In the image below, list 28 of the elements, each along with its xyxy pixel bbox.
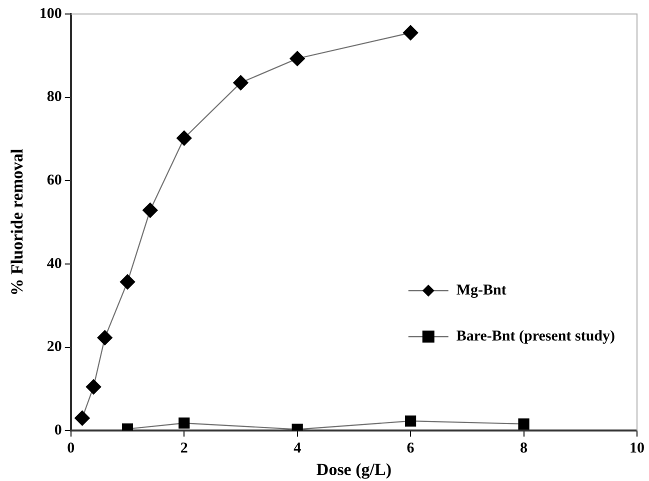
- x-tick-label: 10: [630, 440, 644, 456]
- point: [518, 418, 530, 430]
- point: [176, 130, 192, 146]
- point: [86, 379, 102, 394]
- y-tick-label: 40: [46, 256, 62, 272]
- x-tick-label: 6: [406, 440, 415, 456]
- point: [233, 75, 248, 90]
- y-tick-label: 20: [46, 339, 62, 356]
- x-tick-label: 0: [67, 440, 75, 456]
- x-tick-label: 2: [180, 440, 188, 456]
- y-tick-label: 100: [39, 6, 62, 22]
- point: [178, 418, 190, 429]
- point: [405, 415, 416, 427]
- point: [290, 50, 305, 66]
- point: [142, 202, 158, 218]
- y-tick-label: 0: [54, 422, 62, 438]
- legend-label: Bare-Bnt (present study): [456, 328, 616, 344]
- point: [74, 410, 90, 426]
- y-axis-title: % Fluoride removal: [8, 148, 27, 296]
- y-tick-label: 60: [46, 172, 62, 189]
- y-tick-label: 80: [46, 89, 62, 106]
- point: [120, 274, 136, 290]
- x-tick-label: 4: [294, 440, 302, 456]
- x-axis-title: Dose (g/L): [316, 460, 392, 480]
- legend-label: Mg-Bnt: [456, 282, 506, 298]
- x-tick-label: 8: [520, 440, 528, 456]
- point: [402, 25, 418, 40]
- point: [97, 330, 112, 346]
